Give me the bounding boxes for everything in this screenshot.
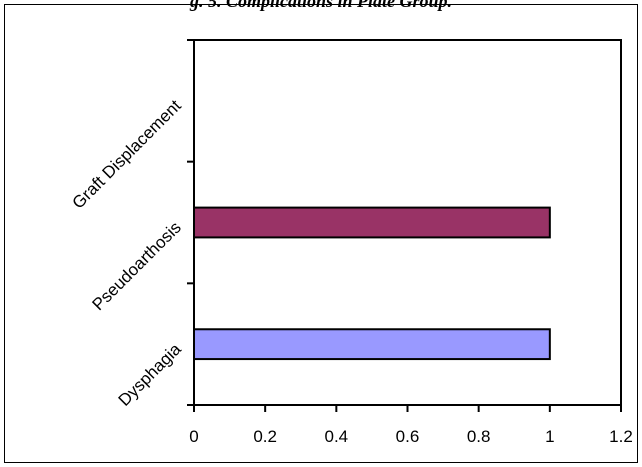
- x-tick-label: 0.8: [467, 427, 491, 446]
- bar-dysphagia: [194, 329, 550, 359]
- x-tick-label: 0.6: [396, 427, 420, 446]
- x-tick-label: 1: [545, 427, 554, 446]
- x-tick-label: 1.2: [609, 427, 633, 446]
- bar-pseudoarthosis: [194, 208, 550, 238]
- x-tick-label: 0.2: [253, 427, 277, 446]
- chart-title: g. 5. Complications in Plate Group.: [0, 0, 642, 13]
- x-tick-label: 0.4: [325, 427, 349, 446]
- x-tick-label: 0: [189, 427, 198, 446]
